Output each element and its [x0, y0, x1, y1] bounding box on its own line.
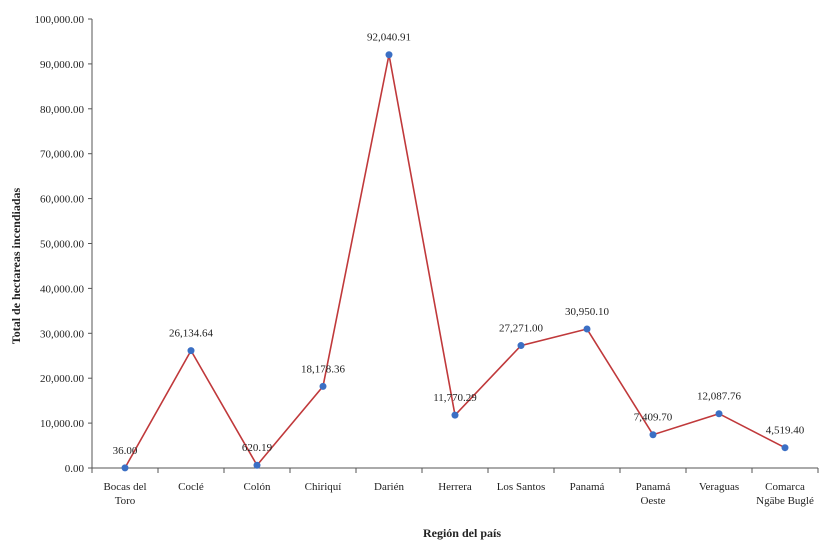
y-tick-label: 0.00 — [65, 463, 85, 475]
y-tick-label: 20,000.00 — [40, 373, 85, 385]
data-point — [319, 382, 327, 390]
x-tick-label: Chiriquí — [305, 481, 342, 493]
y-tick-label: 70,000.00 — [40, 149, 85, 161]
data-point — [451, 411, 459, 419]
x-axis-title: Región del país — [423, 526, 501, 540]
data-label: 30,950.10 — [565, 306, 610, 318]
x-tick-label: Bocas del Toro — [103, 481, 146, 507]
data-label: 4,519.40 — [766, 425, 805, 437]
x-tick-label: Colón — [244, 481, 271, 493]
y-tick-label: 80,000.00 — [40, 104, 85, 116]
x-tick-label: Los Santos — [497, 481, 546, 493]
data-point — [385, 51, 393, 59]
series-line — [124, 54, 786, 469]
x-tick-label: Comarca Ngäbe Buglé — [756, 481, 814, 507]
y-tick-label: 10,000.00 — [40, 418, 85, 430]
data-point — [187, 347, 195, 355]
x-tick-label: Veraguas — [699, 481, 739, 493]
data-label: 27,271.00 — [499, 323, 544, 335]
data-label: 18,178.36 — [301, 363, 346, 375]
y-tick-label: 30,000.00 — [40, 328, 85, 340]
data-point — [583, 325, 591, 333]
data-point — [121, 464, 129, 472]
x-tick-label: Panamá — [570, 481, 605, 493]
y-tick-label: 100,000.00 — [35, 14, 85, 26]
x-tick-label: Coclé — [178, 481, 204, 493]
data-label: 11,770.29 — [433, 392, 477, 404]
y-tick-label: 60,000.00 — [40, 194, 85, 206]
data-label: 620.19 — [242, 442, 273, 454]
data-label: 26,134.64 — [169, 328, 214, 340]
data-label: 7,409.70 — [634, 412, 673, 424]
data-point — [517, 342, 525, 350]
data-label: 92,040.91 — [367, 32, 411, 44]
x-tick-label: Darién — [374, 481, 404, 493]
x-tick-label: Panamá Oeste — [636, 481, 671, 507]
y-tick-label: 50,000.00 — [40, 239, 85, 251]
x-tick-label: Herrera — [438, 481, 472, 493]
data-point — [715, 410, 723, 418]
y-tick-label: 90,000.00 — [40, 59, 85, 71]
series-hectares — [121, 51, 789, 472]
data-labels: 36.00 26,134.64 620.19 18,178.36 92,040.91 11… — [113, 32, 805, 457]
y-tick-label: 40,000.00 — [40, 283, 85, 295]
data-point — [253, 461, 261, 469]
data-point — [649, 431, 657, 439]
data-point — [781, 444, 789, 452]
data-label: 36.00 — [113, 445, 138, 457]
data-label: 12,087.76 — [697, 391, 742, 403]
y-axis-title: Total de hectareas incendiadas — [9, 188, 23, 345]
x-axis: Bocas del Toro Coclé Colón Chiriquí Darién Her… — [91, 467, 819, 507]
y-axis: 0.00 10,000.00 20,000.00 30,000.00 40,000.00… — [35, 14, 93, 475]
